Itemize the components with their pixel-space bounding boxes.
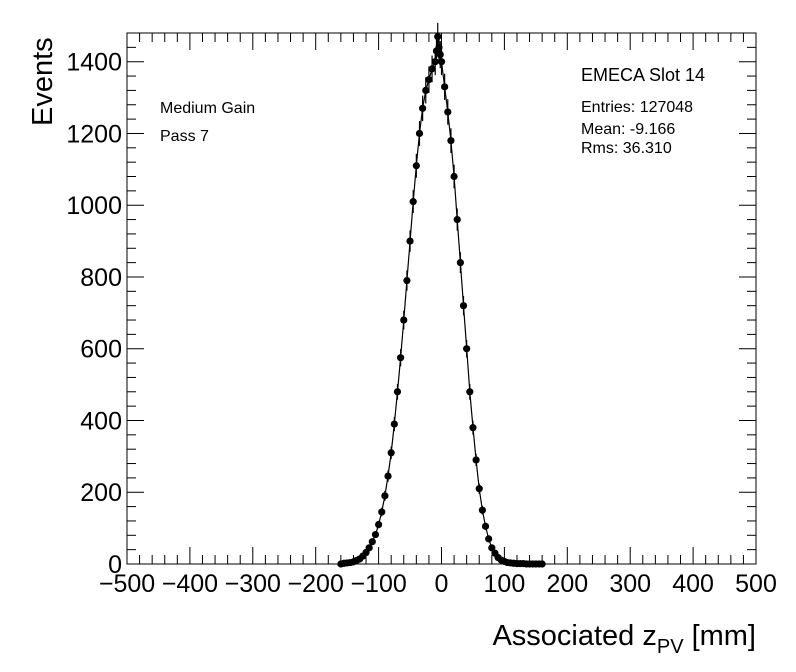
y-tick-label: 400 [80, 407, 122, 435]
data-trace [340, 36, 543, 565]
annotation-slot: EMECA Slot 14 [581, 65, 705, 85]
annotation-entries: Entries: 127048 [581, 99, 693, 116]
x-tick-label: −200 [288, 570, 344, 598]
y-tick-label: 1000 [66, 192, 122, 220]
x-tick-label: 500 [735, 570, 777, 598]
y-axis-title: Events [27, 37, 59, 126]
y-tick-label: 600 [80, 336, 122, 364]
y-tick-label: 1400 [66, 49, 122, 77]
x-tick-label: −300 [225, 570, 281, 598]
marker [538, 560, 546, 568]
x-tick-label: −100 [350, 570, 406, 598]
y-tick-label: 0 [108, 551, 122, 579]
x-axis-title-subscript: PV [657, 636, 684, 658]
axis-ticks [126, 32, 757, 565]
x-tick-label: 300 [609, 570, 651, 598]
x-tick-labels: −500 −400 −300 −200 −100 0 100 200 300 400 500 [99, 570, 777, 598]
x-tick-label: 400 [672, 570, 714, 598]
x-tick-label: −400 [162, 570, 218, 598]
annotation-mean: Mean: -9.166 [581, 121, 675, 138]
x-axis-title-unit: [mm] [692, 620, 756, 652]
data-points [337, 22, 546, 568]
y-tick-label: 1200 [66, 120, 122, 148]
x-tick-label: −500 [99, 570, 155, 598]
annotation-rms: Rms: 36.310 [581, 140, 672, 157]
x-tick-label: 100 [484, 570, 526, 598]
y-tick-labels: 0 200 400 600 800 1000 1200 1400 [66, 49, 122, 579]
y-tick-label: 200 [80, 479, 122, 507]
annotation-gain: Medium Gain [160, 100, 255, 117]
y-tick-label: 800 [80, 264, 122, 292]
data-point [538, 560, 546, 568]
x-tick-label: 200 [546, 570, 588, 598]
annotation-pass: Pass 7 [160, 128, 209, 145]
x-tick-label: 0 [435, 570, 449, 598]
x-axis-title-main: Associated z [492, 620, 656, 652]
x-axis-title: Associated zPV [mm] [492, 620, 756, 658]
